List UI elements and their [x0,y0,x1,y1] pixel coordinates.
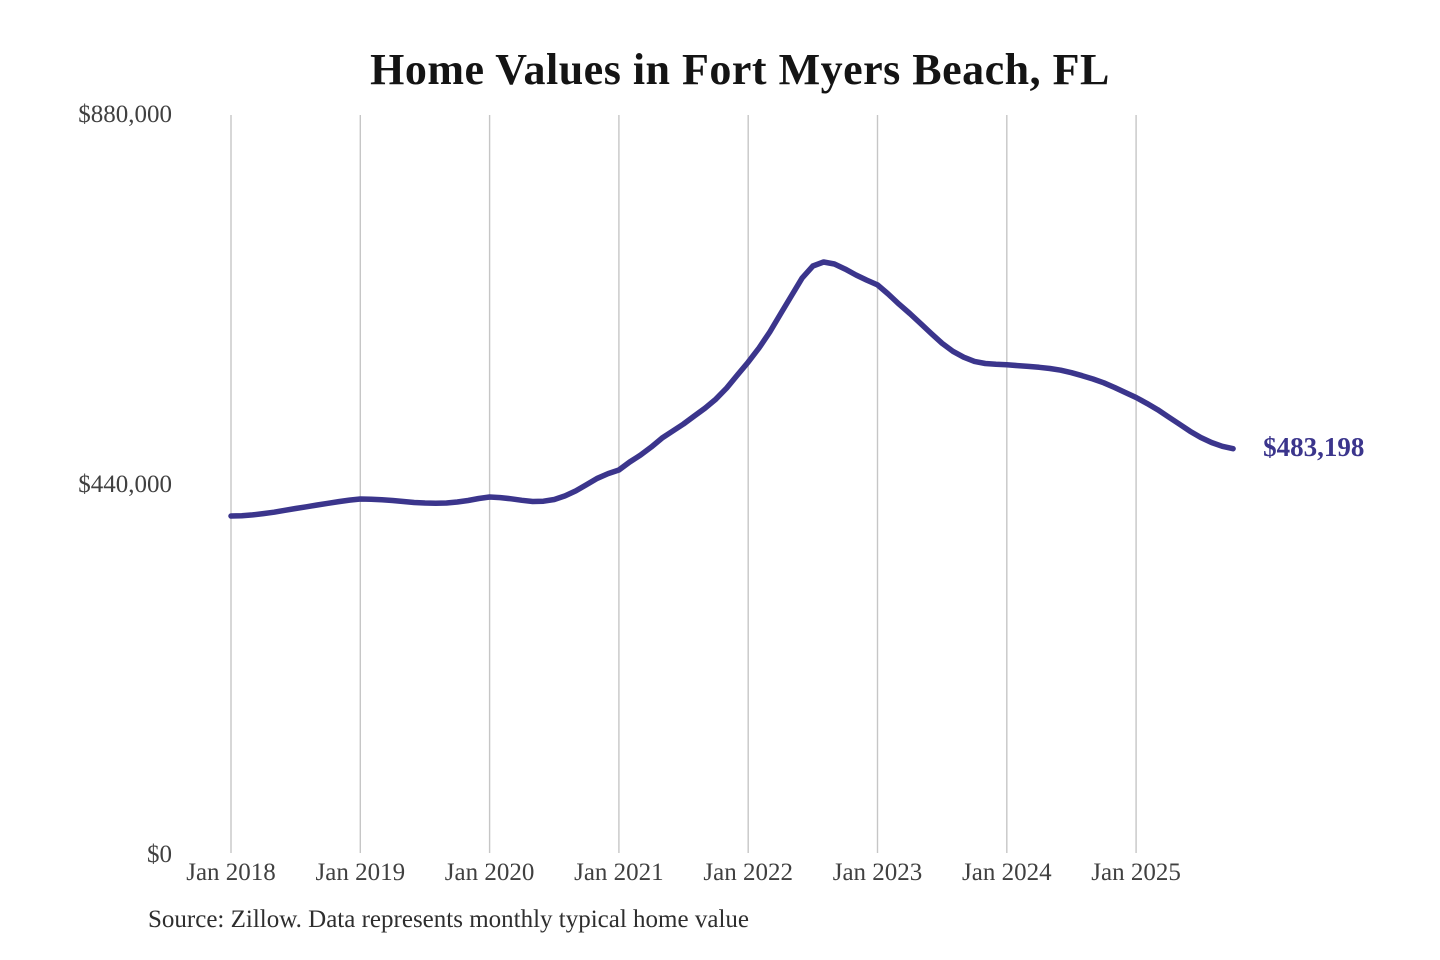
home-value-line [228,259,1236,519]
y-tick-label-2: $880,000 [78,101,172,128]
x-tick-label-jan-2024: Jan 2024 [962,859,1052,886]
source-note: Source: Zillow. Data represents monthly … [148,906,749,933]
x-tick-label-jan-2023: Jan 2023 [832,859,923,886]
current-value-label: $483,198 [1263,431,1365,462]
x-tick-label-jan-2019: Jan 2019 [315,859,406,886]
x-tick-label-jan-2022: Jan 2022 [703,859,793,886]
gridlines-group [230,115,1137,853]
x-tick-label-jan-2020: Jan 2020 [444,859,535,886]
y-tick-label-1: $440,000 [78,471,172,498]
x-tick-label-jan-2018: Jan 2018 [186,859,276,886]
x-tick-label-jan-2021: Jan 2021 [574,859,664,886]
chart-title: Home Values in Fort Myers Beach, FL [370,45,1110,94]
series-group [228,259,1236,519]
y-tick-label-0: $0 [147,841,172,868]
x-tick-label-jan-2025: Jan 2025 [1091,859,1181,886]
